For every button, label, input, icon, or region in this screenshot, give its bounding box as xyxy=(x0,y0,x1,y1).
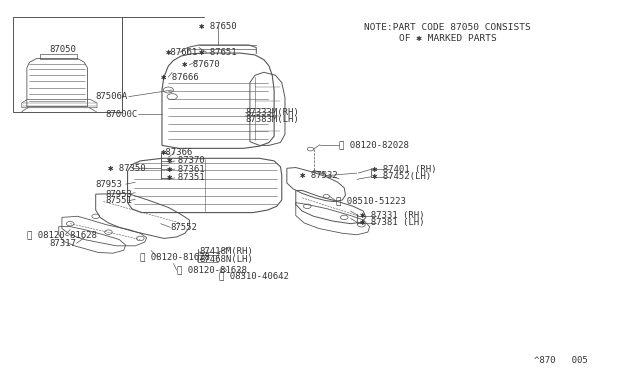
Text: ✱ 87670: ✱ 87670 xyxy=(182,60,220,70)
Text: Ⓑ 08120-82028: Ⓑ 08120-82028 xyxy=(339,140,409,149)
Text: ^870   005: ^870 005 xyxy=(534,356,588,365)
Text: 87953: 87953 xyxy=(105,190,132,199)
Text: ✱ 87452(LH): ✱ 87452(LH) xyxy=(372,172,431,181)
Text: ✱ 87666: ✱ 87666 xyxy=(161,73,198,81)
Text: ✱ 87532: ✱ 87532 xyxy=(300,171,337,180)
Text: Ⓑ 08120-81628: Ⓑ 08120-81628 xyxy=(177,266,246,275)
Text: ✱87661: ✱87661 xyxy=(166,48,198,57)
Text: 87506A: 87506A xyxy=(96,92,128,101)
Text: ✱ 87351: ✱ 87351 xyxy=(167,173,205,182)
Text: ✱87366: ✱87366 xyxy=(161,148,193,157)
Text: Ⓢ 08510-51223: Ⓢ 08510-51223 xyxy=(336,196,406,205)
Text: ✱ 87361: ✱ 87361 xyxy=(167,164,205,173)
Text: 87050: 87050 xyxy=(49,45,76,54)
Text: OF ✱ MARKED PARTS: OF ✱ MARKED PARTS xyxy=(399,34,496,43)
Text: ✱ 87650: ✱ 87650 xyxy=(199,22,237,31)
Text: 87000C: 87000C xyxy=(105,109,138,119)
Text: Ⓑ 08120-81628: Ⓑ 08120-81628 xyxy=(140,252,210,262)
Text: 87333M(RH): 87333M(RH) xyxy=(246,108,299,117)
Text: 87953: 87953 xyxy=(96,180,123,189)
Text: ✱ 87401 (RH): ✱ 87401 (RH) xyxy=(372,165,436,174)
Text: NOTE:PART CODE 87050 CONSISTS: NOTE:PART CODE 87050 CONSISTS xyxy=(364,23,531,32)
Bar xyxy=(13,17,122,112)
Text: 87552: 87552 xyxy=(170,223,197,232)
Text: ✱ 87370: ✱ 87370 xyxy=(167,156,205,166)
Text: 87418M(RH): 87418M(RH) xyxy=(199,247,253,256)
Text: 87468N(LH): 87468N(LH) xyxy=(199,254,253,264)
Text: ✱ 87651: ✱ 87651 xyxy=(199,48,237,57)
Text: ✱ 87331 (RH): ✱ 87331 (RH) xyxy=(360,211,424,220)
Text: 87383M(LH): 87383M(LH) xyxy=(246,115,299,124)
Text: ✱ 87350: ✱ 87350 xyxy=(108,164,146,173)
Text: ✱ 87381 (LH): ✱ 87381 (LH) xyxy=(360,218,424,227)
Text: 87551: 87551 xyxy=(105,196,132,205)
Text: 87317: 87317 xyxy=(49,239,76,248)
Text: Ⓢ 08310-40642: Ⓢ 08310-40642 xyxy=(220,271,289,280)
Text: Ⓑ 08120-81628: Ⓑ 08120-81628 xyxy=(27,230,97,239)
